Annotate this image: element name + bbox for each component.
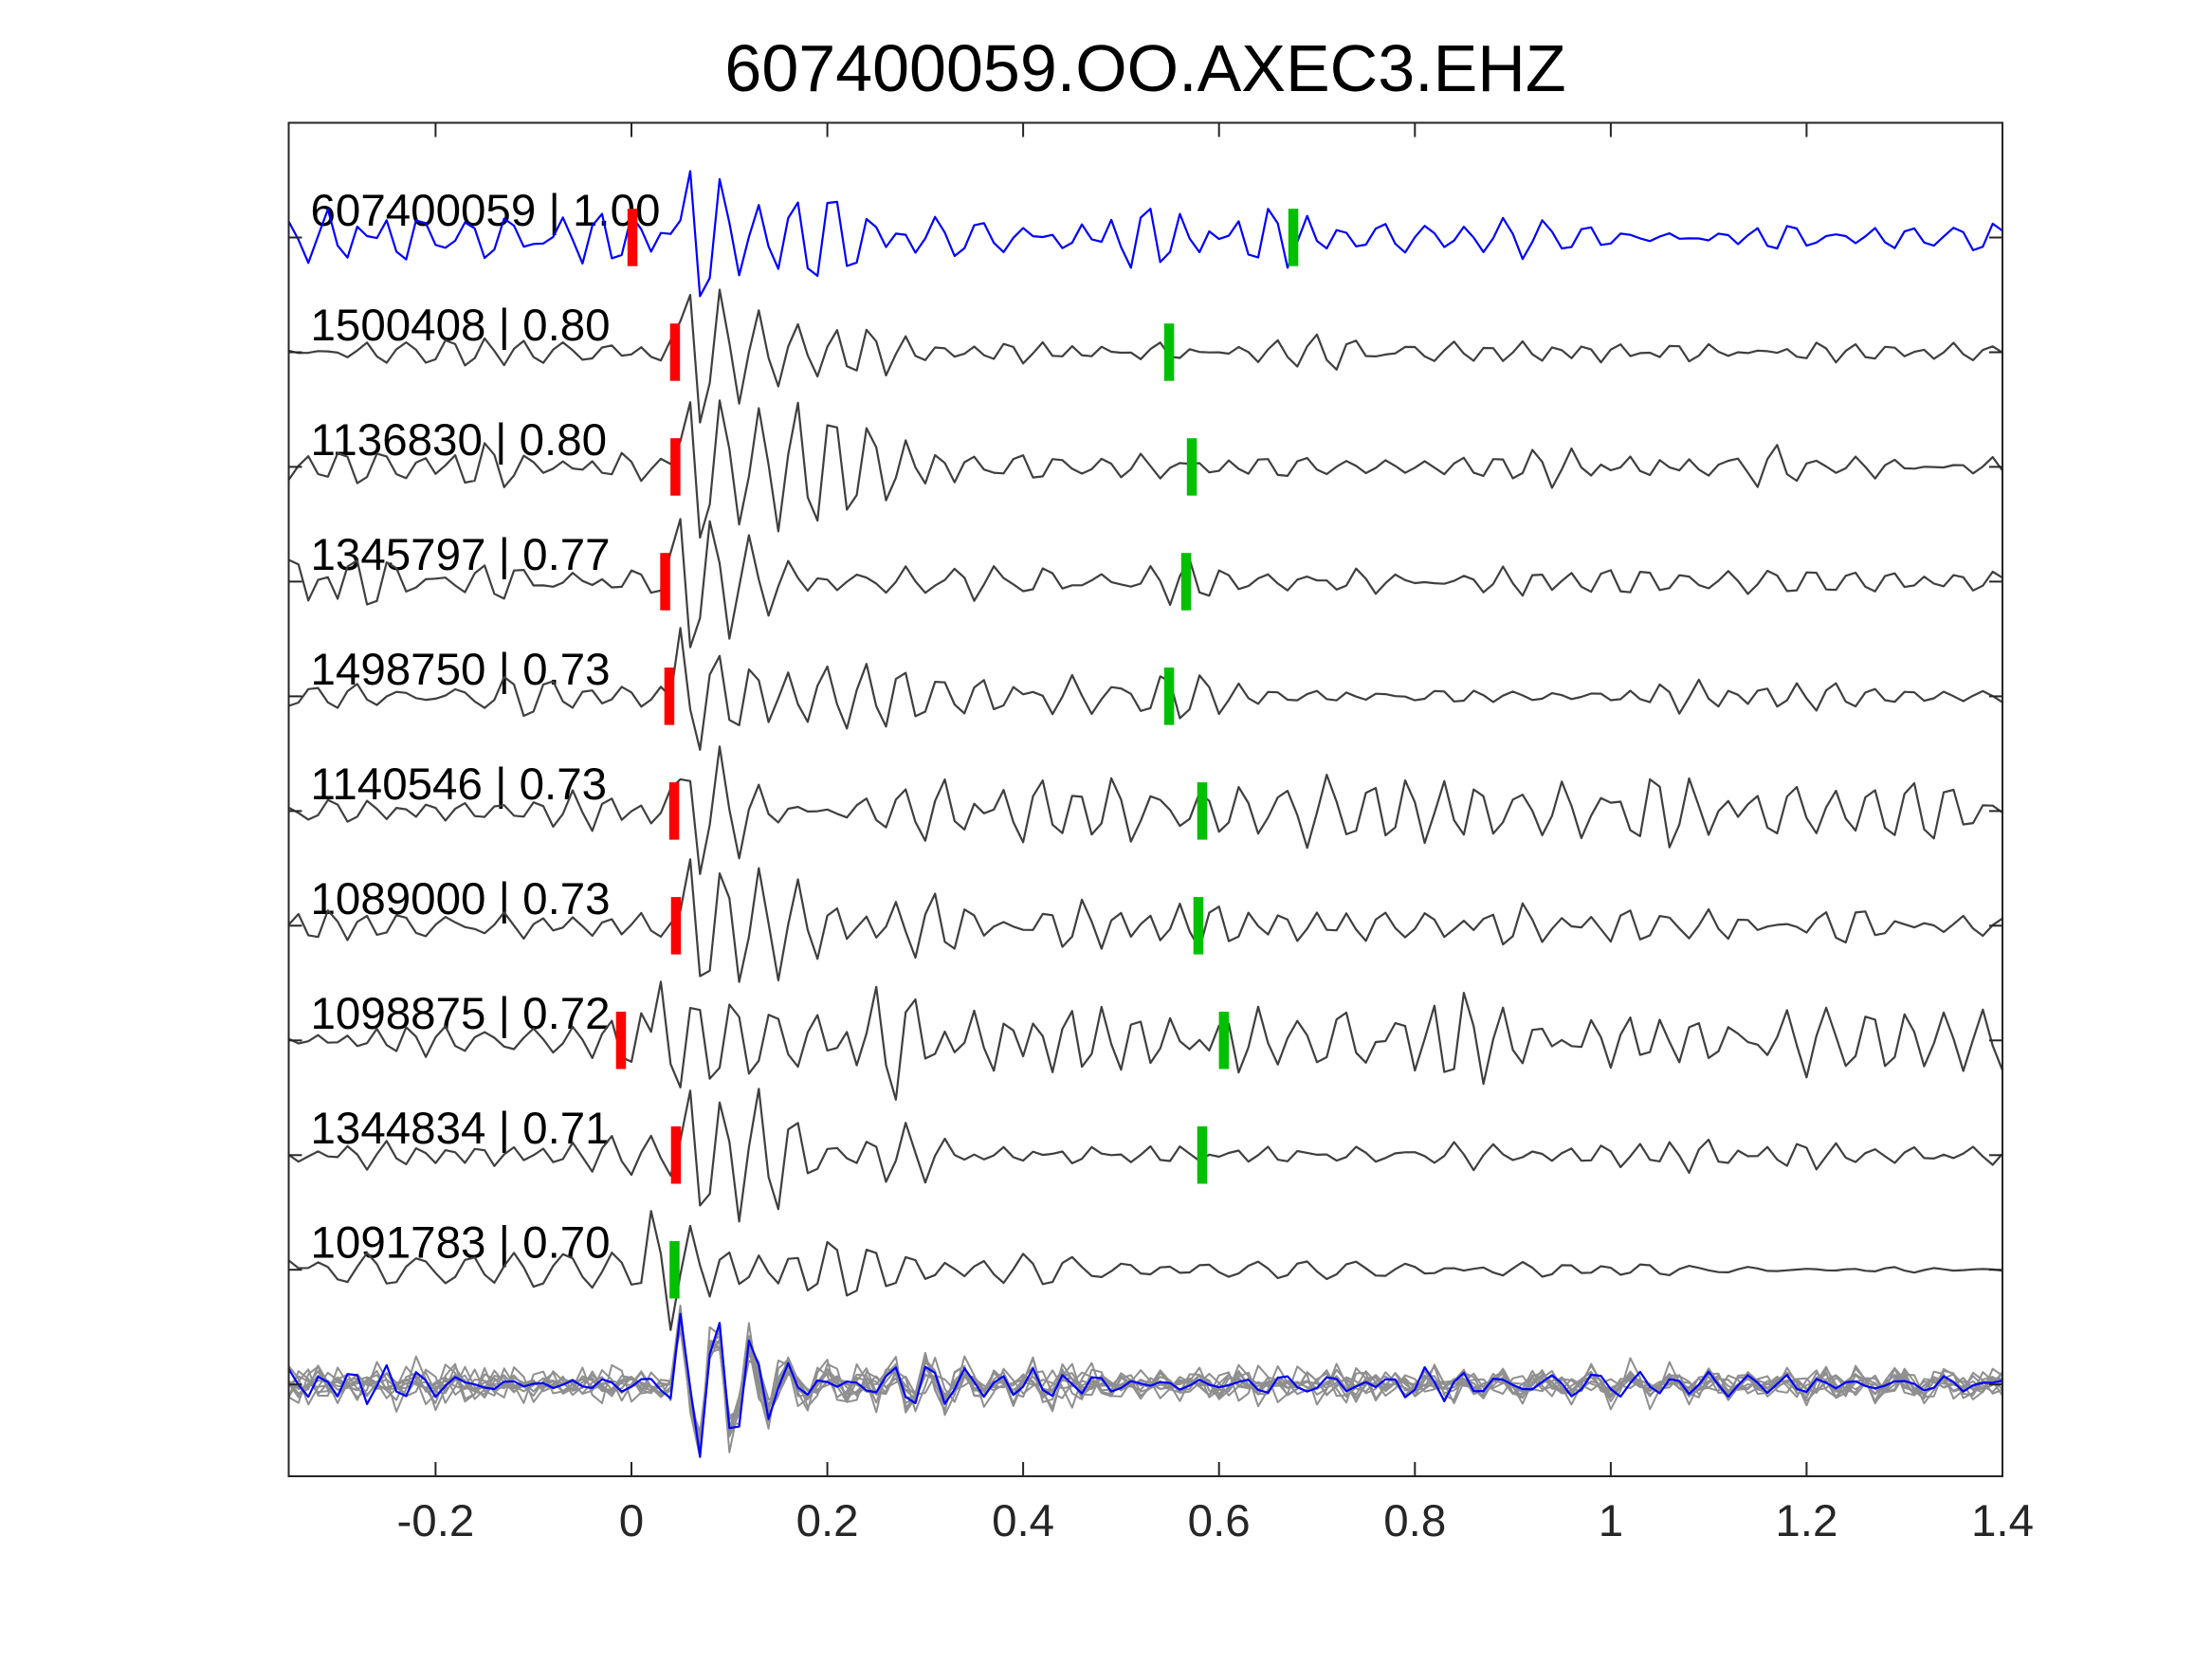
svg-text:1098875 | 0.72: 1098875 | 0.72 [311,989,611,1039]
svg-text:1.2: 1.2 [1775,1496,1837,1546]
svg-text:1344834 | 0.71: 1344834 | 0.71 [311,1104,611,1154]
svg-text:1: 1 [1599,1496,1623,1546]
svg-text:0.2: 0.2 [796,1496,859,1546]
svg-text:1136830 | 0.80: 1136830 | 0.80 [311,415,608,466]
svg-text:1498750 | 0.73: 1498750 | 0.73 [311,645,611,695]
svg-text:0.8: 0.8 [1383,1496,1446,1546]
svg-text:0.6: 0.6 [1188,1496,1251,1546]
svg-text:607400059 | 1.00: 607400059 | 1.00 [311,186,661,236]
svg-text:1345797 | 0.77: 1345797 | 0.77 [311,530,611,580]
svg-text:1091783 | 0.70: 1091783 | 0.70 [311,1218,611,1269]
svg-text:1089000 | 0.73: 1089000 | 0.73 [311,874,611,924]
svg-text:1.4: 1.4 [1971,1496,2034,1546]
svg-text:-0.2: -0.2 [396,1496,474,1546]
svg-text:607400059.OO.AXEC3.EHZ: 607400059.OO.AXEC3.EHZ [724,31,1565,105]
svg-text:0: 0 [619,1496,644,1546]
svg-text:1500408 | 0.80: 1500408 | 0.80 [311,301,611,351]
svg-text:1140546 | 0.73: 1140546 | 0.73 [311,759,608,810]
svg-text:0.4: 0.4 [992,1496,1054,1546]
